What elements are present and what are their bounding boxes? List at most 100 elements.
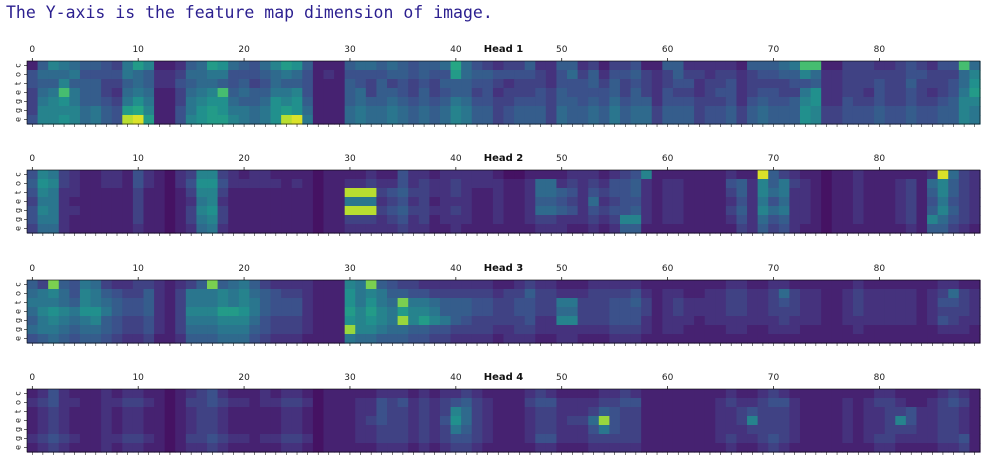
heatmap-cell [535,425,547,435]
heatmap-cell [831,289,843,299]
heatmap-cell [397,298,409,308]
heatmap-cell [418,179,430,189]
x-tick-label: 10 [132,264,144,274]
heatmap-cell [662,416,674,426]
heatmap-cell [842,206,854,216]
heatmap-cell [143,307,155,317]
heatmap-cell [196,325,208,335]
heatmap-cell [482,179,494,189]
heatmap-cell [672,334,685,344]
heatmap-cell [577,79,589,89]
heatmap-cell [238,188,250,198]
heatmap-cell [662,289,674,299]
heatmap-cell [757,407,769,417]
heatmap-cell [334,298,346,308]
heatmap-cell [238,106,250,116]
heatmap-cell [492,197,505,207]
heatmap-cell [48,307,60,317]
heatmap-cell [164,398,176,408]
heatmap-cell [79,79,92,89]
heatmap-cell [259,115,272,125]
heatmap-cell [725,298,738,308]
heatmap-cell [334,416,346,426]
heatmap-cell [715,106,727,116]
heatmap-cell [291,197,303,207]
heatmap-cell [69,115,81,125]
heatmap-cell [418,316,430,326]
x-tick-label: 20 [238,45,250,55]
heatmap-cell [344,416,356,426]
heatmap-cell [58,206,70,216]
heatmap-cell [630,334,642,344]
heatmap-cell [418,170,430,180]
heatmap-cell [905,188,918,198]
heatmap-cell [672,206,685,216]
heatmap-cell [228,224,240,234]
heatmap-cell [37,224,49,234]
heatmap-cell [630,179,642,189]
heatmap-cell [778,97,790,107]
x-tick-label: 10 [132,45,144,55]
heatmap-cell [725,61,738,71]
heatmap-cell [185,188,198,198]
heatmap-cell [302,289,314,299]
heatmap-cell [302,170,314,180]
row-label: g [14,99,23,104]
heatmap-cell [630,280,642,290]
heatmap-cell [101,224,113,234]
heatmap-cell [821,106,833,116]
heatmap-cell [641,188,653,198]
heatmap-cell [365,206,378,216]
heatmap-cell [482,106,494,116]
heatmap-cell [344,61,356,71]
heatmap-cell [439,407,452,417]
heatmap-cell [821,88,833,98]
heatmap-cell [927,425,939,435]
heatmap-cell [249,425,261,435]
heatmap-cell [482,115,494,125]
heatmap-cell [397,61,409,71]
heatmap-cell [916,416,928,426]
heatmap-cell [810,179,822,189]
heatmap-cell [482,398,494,408]
heatmap-cell [143,289,155,299]
heatmap-cell [651,88,663,98]
heatmap-cell [376,115,388,125]
heatmap-cell [598,179,610,189]
heatmap-cell [619,280,632,290]
heatmap-cell [281,434,293,444]
heatmap-cell [927,188,939,198]
heatmap-cell [874,443,886,453]
heatmap-cell [704,61,716,71]
heatmap-cell [238,389,250,399]
heatmap-cell [778,170,790,180]
heatmap-cell [27,434,39,444]
heatmap-cell [249,206,261,216]
heatmap-cell [185,88,198,98]
heatmap-cell [514,206,526,216]
heatmap-cell [111,179,123,189]
heatmap-cell [927,298,939,308]
heatmap-cell [524,443,536,453]
heatmap-cell [482,325,494,335]
heatmap-cell [312,97,325,107]
heatmap-cell [175,224,187,234]
heatmap-cell [90,206,102,216]
heatmap-cell [228,398,240,408]
heatmap-cell [323,97,335,107]
heatmap-cell [365,61,378,71]
heatmap-cell [58,425,70,435]
heatmap-cell [48,425,60,435]
heatmap-cell [408,115,420,125]
heatmap-cell [842,389,854,399]
heatmap-cell [79,206,92,216]
heatmap-cell [619,334,632,344]
heatmap-cell [397,106,409,116]
heatmap-cell [916,407,928,417]
heatmap-cell [874,197,886,207]
heatmap-cell [281,443,293,453]
heatmap-cell [768,224,780,234]
heatmap-cell [736,280,748,290]
heatmap-cell [259,416,272,426]
heatmap-cell [641,416,653,426]
